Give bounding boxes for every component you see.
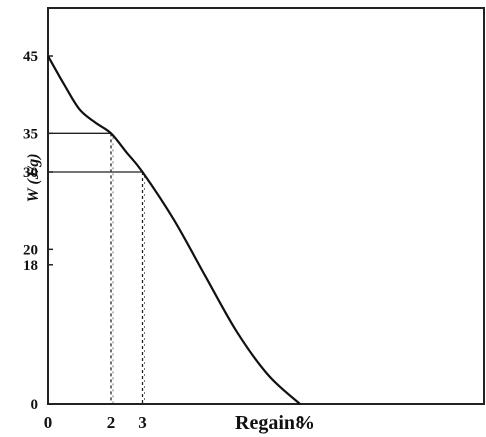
y-tick-label: 45 xyxy=(23,49,38,65)
x-axis-label: Regain% xyxy=(235,412,315,434)
y-axis-label: W (J/g) xyxy=(25,153,42,202)
x-tick-label: 3 xyxy=(138,413,147,432)
plot-frame xyxy=(47,7,485,405)
x-tick-label: 8 xyxy=(296,413,305,432)
y-axis-label-group: W (J/g) xyxy=(25,153,42,202)
y-tick-label: 20 xyxy=(23,242,38,258)
guide-lines xyxy=(48,132,145,404)
y-tick-label: 18 xyxy=(23,258,38,274)
y-tick-label: 35 xyxy=(23,126,38,142)
y-tick-label: 30 xyxy=(23,165,38,181)
x-tick-label: 0 xyxy=(44,413,53,432)
y-tick-label: 0 xyxy=(31,397,39,413)
plot-border xyxy=(47,7,485,405)
series-line xyxy=(47,55,301,405)
x-tick-label: 2 xyxy=(107,413,116,432)
series-layer xyxy=(47,55,301,405)
